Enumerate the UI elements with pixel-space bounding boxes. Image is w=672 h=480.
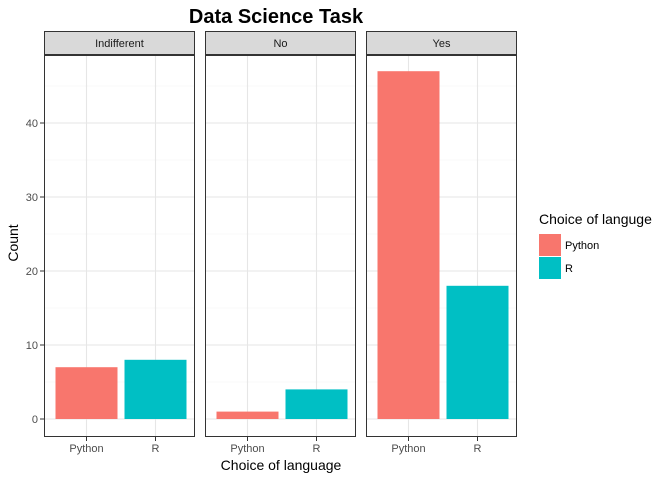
facet-panel-yes: Yes Python R xyxy=(366,31,517,455)
legend-label-r: R xyxy=(565,263,573,275)
legend-key-python xyxy=(539,234,561,256)
x-tick-label: R xyxy=(474,443,482,455)
facet-panel-no: No Python R xyxy=(205,31,356,455)
bar-yes-r xyxy=(446,285,509,419)
facet-strip xyxy=(44,31,195,55)
y-axis-title: Count xyxy=(5,224,21,261)
chart-title: Data Science Task xyxy=(189,6,364,28)
facet-strip-label: No xyxy=(273,38,287,50)
panel-border xyxy=(44,55,195,437)
facet-strip xyxy=(366,31,517,55)
y-axis: 0 10 20 30 40 xyxy=(26,118,44,426)
facet-panels: Indifferent Python R No Python R Yes Python R xyxy=(44,31,517,455)
panel-border xyxy=(205,55,356,437)
legend-label-python: Python xyxy=(565,240,599,252)
x-tick-label: R xyxy=(152,443,160,455)
bar-no-python xyxy=(216,411,279,419)
bar-indifferent-python xyxy=(55,367,118,419)
x-tick-label: Python xyxy=(69,443,103,455)
y-tick-label: 0 xyxy=(32,414,38,426)
bar-yes-python xyxy=(377,71,440,419)
legend-key-r xyxy=(539,257,561,279)
legend: Choice of languge Python R xyxy=(539,211,652,279)
panel-background xyxy=(205,55,356,437)
y-tick-label: 30 xyxy=(26,192,38,204)
panel-border xyxy=(366,55,517,437)
y-tick-label: 40 xyxy=(26,118,38,130)
x-tick-label: Python xyxy=(230,443,264,455)
y-tick-label: 10 xyxy=(26,340,38,352)
x-tick-label: R xyxy=(313,443,321,455)
x-axis-title: Choice of language xyxy=(221,457,342,473)
bar-indifferent-r xyxy=(124,359,187,419)
y-tick-label: 20 xyxy=(26,266,38,278)
facet-strip xyxy=(205,31,356,55)
facet-strip-label: Indifferent xyxy=(95,38,144,50)
facet-panel-indifferent: Indifferent Python R xyxy=(44,31,195,455)
facet-strip-label: Yes xyxy=(433,38,451,50)
bar-no-r xyxy=(285,389,348,419)
x-tick-label: Python xyxy=(391,443,425,455)
legend-title: Choice of languge xyxy=(539,211,652,227)
